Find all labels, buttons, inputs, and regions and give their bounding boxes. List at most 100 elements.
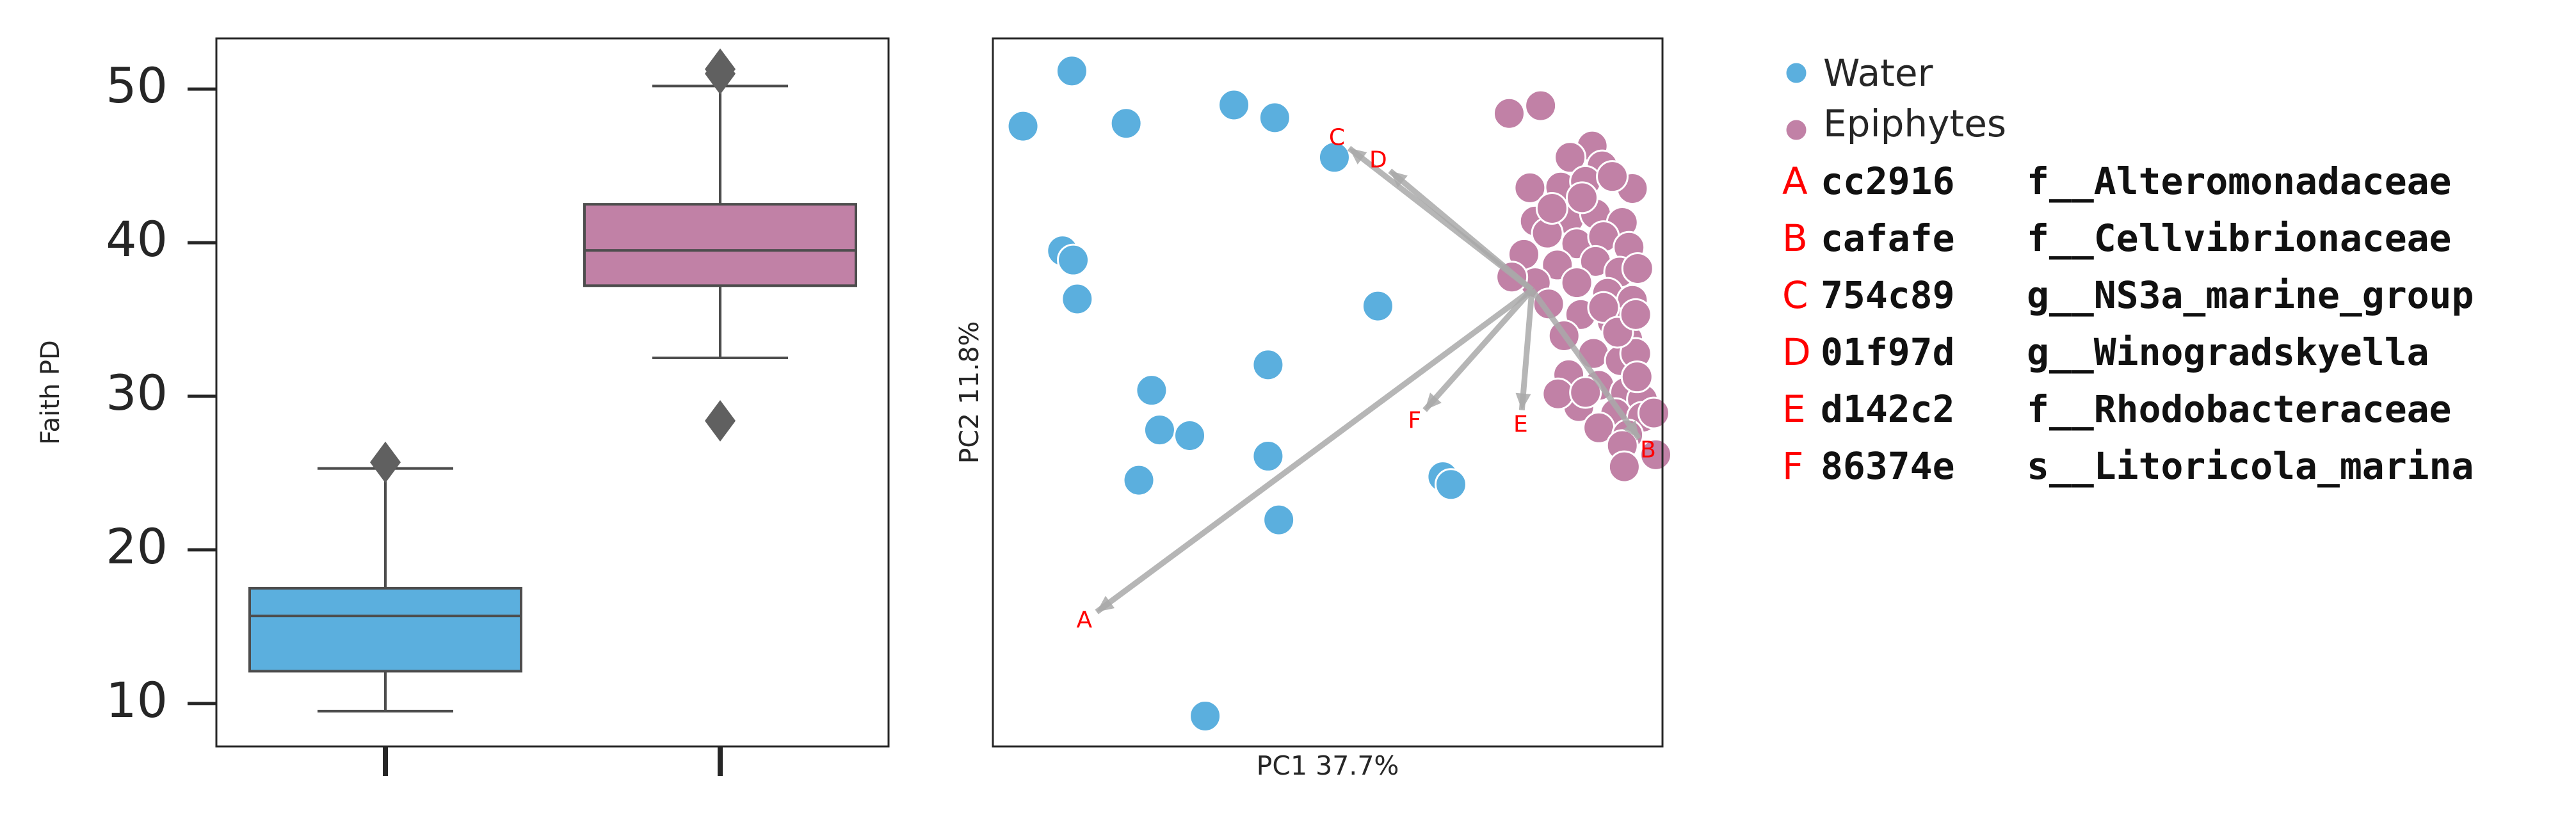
scatter-point (1218, 88, 1251, 122)
scatter-point (1055, 54, 1088, 88)
feature-taxon: f__Alteromonadaceae (2027, 159, 2451, 203)
feature-letter: D (1782, 330, 1811, 374)
feature-taxon: f__Rhodobacteraceae (2027, 387, 2451, 431)
scatter-point (1587, 291, 1620, 324)
arrow-head (1515, 392, 1531, 410)
feature-taxon: g__Winogradskyella (2027, 330, 2429, 374)
scatter-point (1554, 141, 1587, 174)
legend-feature-row: C 754c89 g__NS3a_marine_group (1782, 273, 2474, 317)
arrow-head (1349, 148, 1367, 165)
box-epiphytes (583, 48, 857, 442)
arrow-label: A (1077, 607, 1093, 633)
arrow-label: F (1408, 408, 1421, 434)
scatter-point (1173, 419, 1207, 452)
y-tick-label: 20 (106, 518, 168, 575)
feature-id: cc2916 (1821, 159, 1955, 203)
series-water (1006, 54, 1467, 732)
scatter-point (1143, 414, 1176, 447)
arrow-head (1424, 392, 1442, 410)
feature-id: 01f97d (1821, 330, 1955, 374)
outlier-point (370, 441, 401, 483)
scatter-point (1565, 181, 1598, 214)
y-tick-label: 40 (106, 211, 168, 268)
feature-taxon: g__NS3a_marine_group (2027, 273, 2474, 317)
feature-letter: E (1782, 387, 1806, 431)
box-water (248, 441, 522, 713)
box-plot-panel: 10 20 30 40 50 Faith PD (36, 37, 890, 776)
feature-letter: A (1782, 159, 1808, 203)
feature-id: 754c89 (1821, 273, 1955, 317)
legend-marker-water (1784, 61, 1808, 85)
scatter-point (1620, 360, 1654, 394)
scatter-point (1135, 374, 1168, 407)
arrow-head (1623, 420, 1639, 439)
arrow-shaft (1095, 287, 1534, 615)
arrow-shaft (1388, 168, 1534, 293)
series-epiphytes (1492, 89, 1673, 483)
y-tick-label: 30 (106, 364, 168, 421)
arrow-label: C (1329, 125, 1345, 151)
legend-label-epiphytes: Epiphytes (1823, 102, 2006, 145)
scatter-point (1057, 243, 1090, 277)
scatter-point (1252, 440, 1285, 473)
scatter-point (1596, 160, 1629, 193)
scatter-point (1006, 109, 1040, 143)
loading-arrow-e: E (1513, 289, 1535, 438)
iqr-box (248, 586, 522, 673)
loading-arrow-d: D (1369, 147, 1534, 293)
scatter-point (1109, 107, 1143, 140)
scatter-point (1607, 450, 1641, 483)
scatter-point (1252, 348, 1285, 382)
feature-id: 86374e (1821, 444, 1955, 488)
scatter-point (1434, 468, 1467, 501)
scatter-point (1262, 503, 1296, 536)
pc2-axis-label: PC2 11.8% (954, 321, 985, 464)
arrow-head (1390, 170, 1408, 188)
scatter-point (1061, 282, 1094, 316)
arrow-shaft (1422, 287, 1534, 412)
y-tick-label: 50 (106, 57, 168, 114)
pcoa-biplot-panel: A B CD E F PC1 37.7% PC2 11.8% (954, 37, 1673, 781)
scatter-point (1560, 266, 1593, 300)
feature-taxon: s__Litoricola_marina (2027, 444, 2474, 488)
legend-feature-row: D 01f97d g__Winogradskyella (1782, 330, 2429, 374)
feature-letter: C (1782, 273, 1808, 317)
box-plot-frame (215, 37, 890, 748)
feature-letter: B (1782, 216, 1808, 260)
y-tick-label: 10 (106, 672, 168, 729)
arrow-head (1097, 595, 1115, 612)
feature-id: d142c2 (1821, 387, 1955, 431)
arrow-shaft (1529, 287, 1642, 440)
scatter-point (1621, 252, 1654, 285)
loading-arrow-f: F (1408, 287, 1534, 434)
legend-feature-row: F 86374e s__Litoricola_marina (1782, 444, 2474, 488)
pcoa-plot-frame (992, 37, 1664, 748)
legend-label-water: Water (1823, 51, 1933, 95)
arrow-shaft (1518, 289, 1535, 411)
arrow-label: D (1369, 147, 1387, 173)
arrow-label: B (1640, 437, 1656, 463)
scatter-point (1535, 191, 1568, 225)
scatter-point (1542, 377, 1575, 410)
scatter-point (1361, 289, 1394, 323)
loading-arrow-a: A (1077, 287, 1534, 633)
scatter-point (1122, 463, 1155, 497)
outlier-point (705, 399, 736, 442)
iqr-box (583, 203, 857, 287)
pc1-axis-label: PC1 37.7% (1257, 750, 1399, 781)
feature-letter: F (1782, 444, 1803, 488)
scatter-point (1492, 97, 1525, 130)
arrow-label: E (1513, 412, 1528, 438)
feature-taxon: f__Cellvibrionaceae (2027, 216, 2451, 260)
legend-marker-epiphytes (1784, 118, 1808, 142)
scatter-point (1189, 699, 1222, 732)
scatter-point (1524, 89, 1558, 122)
scatter-point (1619, 298, 1652, 331)
scatter-point (1258, 101, 1291, 134)
faith-pd-axis-label: Faith PD (36, 340, 65, 445)
scatter-point (1639, 438, 1673, 471)
